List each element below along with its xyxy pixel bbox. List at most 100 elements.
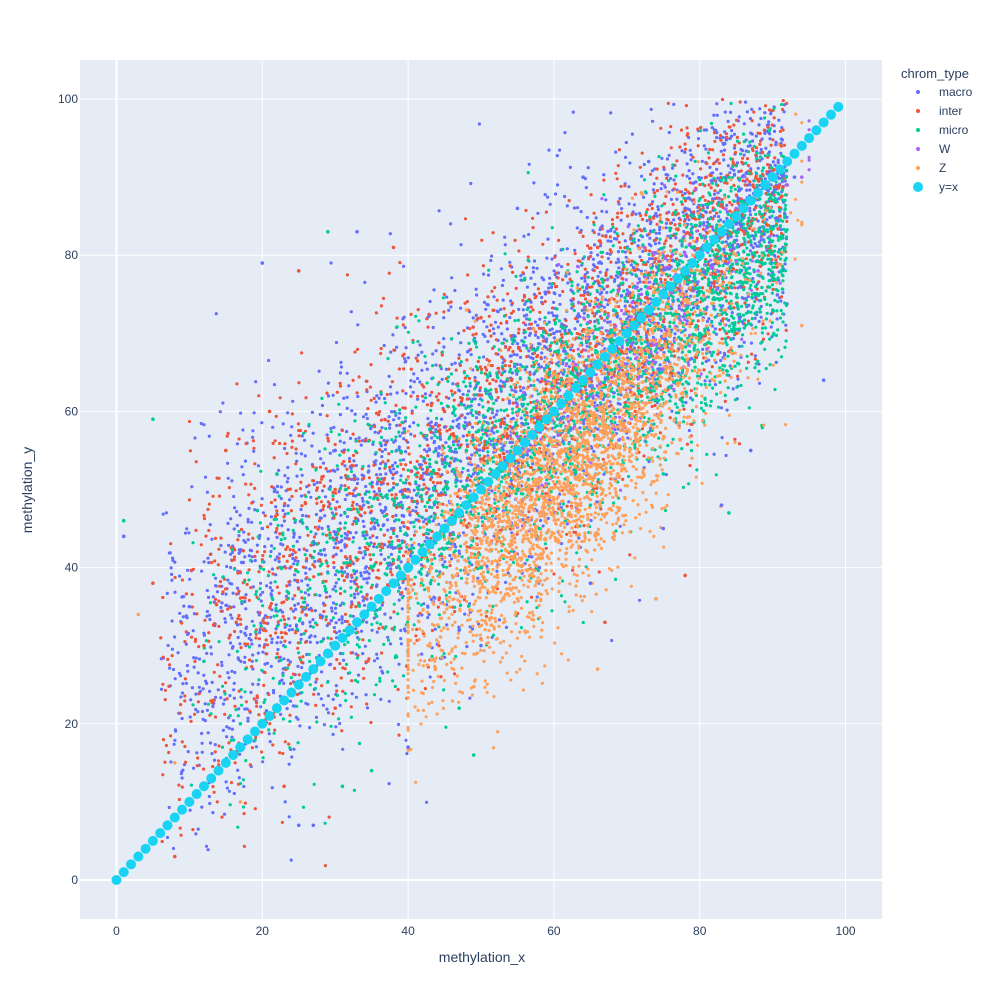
point-macro	[774, 143, 778, 147]
point-macro	[602, 305, 607, 309]
point-macro	[339, 360, 343, 364]
point-macro	[393, 461, 397, 465]
point-inter	[718, 133, 723, 138]
point-inter	[476, 359, 480, 364]
point-macro	[343, 464, 347, 468]
point-macro	[356, 394, 360, 399]
point-inter	[333, 630, 337, 634]
point-macro	[316, 692, 321, 696]
point-macro	[375, 473, 379, 477]
point-inter	[379, 418, 384, 422]
point-inter	[620, 276, 624, 281]
point-macro	[394, 546, 398, 550]
point-macro	[585, 215, 589, 220]
point-inter	[398, 423, 402, 427]
point-macro	[374, 584, 379, 589]
point-macro	[576, 320, 580, 324]
point-inter	[397, 733, 401, 737]
point-macro	[294, 623, 298, 627]
point-macro	[494, 398, 498, 402]
point-macro	[573, 248, 577, 252]
point-macro	[359, 574, 363, 578]
point-macro	[380, 603, 384, 607]
point-macro	[689, 294, 693, 298]
point-inter	[404, 439, 408, 443]
point-macro	[243, 459, 248, 463]
point-inter	[611, 222, 615, 226]
point-macro	[232, 605, 236, 609]
point-macro	[461, 392, 465, 396]
point-macro	[242, 660, 247, 665]
point-macro	[195, 751, 199, 755]
point-inter	[662, 320, 666, 324]
point-macro	[490, 254, 494, 258]
point-macro	[710, 126, 714, 130]
point-macro	[206, 731, 210, 735]
point-macro	[391, 546, 395, 550]
point-macro	[519, 389, 523, 393]
point-macro	[283, 800, 287, 804]
point-macro	[748, 144, 752, 148]
point-macro	[392, 418, 396, 422]
point-macro	[522, 234, 526, 238]
point-macro	[286, 411, 290, 415]
point-macro	[612, 391, 616, 395]
point-macro	[650, 169, 654, 173]
point-macro	[279, 485, 283, 489]
point-macro	[513, 365, 517, 369]
point-inter	[401, 467, 406, 471]
point-inter	[494, 379, 498, 383]
point-macro	[338, 521, 342, 525]
point-inter	[681, 173, 685, 177]
point-macro	[529, 383, 533, 388]
point-macro	[485, 433, 489, 438]
point-macro	[460, 470, 464, 474]
point-macro	[305, 603, 310, 607]
point-macro	[500, 283, 504, 288]
point-inter	[652, 191, 656, 195]
point-macro	[529, 276, 533, 280]
point-inter	[459, 414, 463, 418]
point-macro	[602, 173, 606, 177]
point-macro	[240, 465, 244, 469]
point-inter	[526, 327, 531, 331]
point-macro	[285, 707, 289, 711]
point-inter	[232, 555, 237, 559]
point-macro	[398, 411, 402, 415]
point-macro	[591, 257, 596, 261]
point-macro	[535, 595, 539, 599]
point-inter	[538, 310, 542, 314]
point-inter	[387, 540, 391, 544]
point-macro	[260, 421, 264, 425]
point-macro	[451, 382, 455, 386]
point-inter	[467, 376, 472, 380]
point-macro	[384, 472, 388, 476]
point-inter	[289, 509, 293, 513]
point-inter	[255, 704, 259, 708]
point-macro	[558, 148, 562, 152]
point-macro	[666, 173, 670, 177]
point-macro	[264, 709, 269, 713]
point-macro	[593, 401, 597, 405]
point-macro	[242, 539, 246, 543]
point-inter	[588, 246, 592, 250]
point-macro	[474, 287, 478, 291]
point-macro	[238, 513, 242, 517]
point-macro	[504, 625, 509, 630]
point-inter	[353, 516, 357, 520]
point-macro	[596, 274, 600, 278]
point-macro	[623, 304, 627, 308]
point-inter	[212, 790, 216, 794]
point-macro	[208, 523, 212, 527]
point-inter	[210, 560, 214, 565]
point-inter	[475, 536, 479, 540]
point-inter	[728, 209, 732, 213]
point-macro	[725, 210, 729, 214]
point-inter	[616, 200, 621, 204]
point-macro	[319, 697, 323, 701]
point-macro	[732, 168, 736, 172]
point-macro	[510, 440, 514, 445]
point-macro	[267, 358, 271, 363]
point-macro	[326, 381, 330, 385]
point-macro	[759, 147, 763, 152]
